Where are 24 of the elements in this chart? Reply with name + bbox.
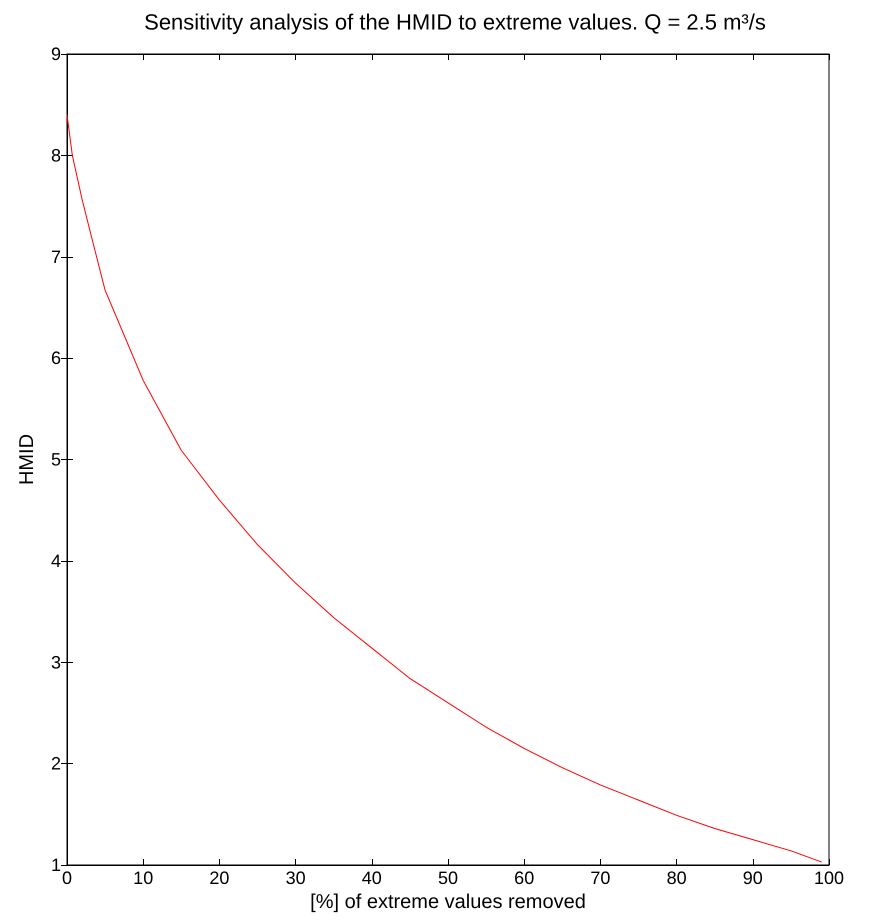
line-series <box>66 114 822 862</box>
y-tick-label: 5 <box>50 450 61 470</box>
x-tick-label: 10 <box>133 868 154 888</box>
x-tick-label: 80 <box>666 868 687 888</box>
x-tick-label: 30 <box>286 868 306 888</box>
x-tick-label: 90 <box>742 868 763 888</box>
y-tick-label: 1 <box>50 855 61 875</box>
y-tick-label: 8 <box>50 145 61 166</box>
y-tick-label: 7 <box>50 246 61 267</box>
y-tick-label: 4 <box>50 550 61 571</box>
y-tick-label: 6 <box>50 348 61 368</box>
y-axis-title: HMID <box>16 434 38 486</box>
x-tick-label: 40 <box>362 868 382 888</box>
x-tick-label: 20 <box>209 868 230 888</box>
x-tick-label: 70 <box>590 868 610 888</box>
y-tick-label: 2 <box>50 754 61 774</box>
x-tick-label: 100 <box>814 868 844 888</box>
x-tick-label: 60 <box>514 868 534 888</box>
chart-title: Sensitivity analysis of the HMID to extreme values. Q = 2.5 m³/s <box>144 10 766 34</box>
x-tick-label: 0 <box>62 868 72 888</box>
y-tick-label: 3 <box>50 652 61 672</box>
x-tick-label: 50 <box>438 868 458 888</box>
x-axis-title: [%] of extreme values removed <box>310 890 586 913</box>
y-tick-label: 9 <box>50 44 61 64</box>
